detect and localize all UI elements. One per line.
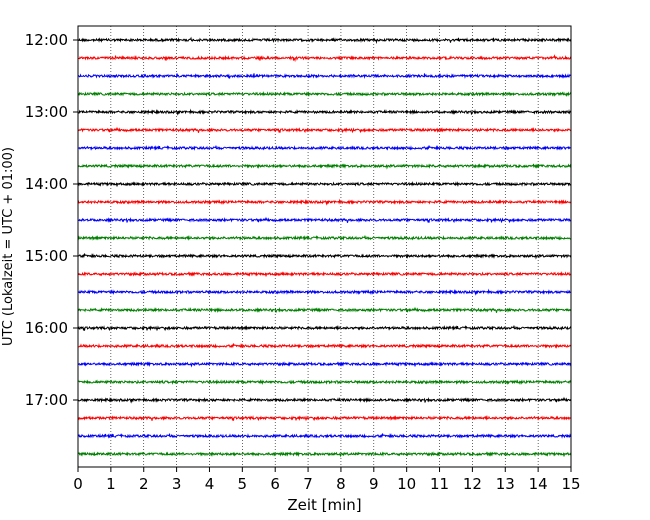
trace-layer [77, 36, 572, 458]
x-tick-label: 15 [561, 475, 580, 493]
y-tick-label: 17:00 [25, 391, 68, 409]
seismic-trace [77, 415, 572, 422]
y-tick-label: 13:00 [25, 103, 68, 121]
x-tick-label: 13 [496, 475, 515, 493]
x-tick-label: 1 [106, 475, 116, 493]
seismic-trace [77, 36, 572, 45]
y-axis-ticks: 12:00 13:00 14:00 15:00 16:00 17:00 [25, 31, 78, 409]
seismic-trace [77, 396, 572, 404]
seismic-trace [77, 73, 572, 79]
seismic-trace [77, 198, 572, 206]
x-tick-label: 3 [172, 475, 182, 493]
x-tick-label: 5 [238, 475, 248, 493]
seismic-trace [77, 288, 572, 296]
seismic-trace [77, 343, 572, 349]
seismic-trace [77, 126, 572, 134]
x-tick-label: 0 [73, 475, 83, 493]
seismic-trace [77, 432, 572, 439]
seismic-trace [77, 253, 572, 260]
x-tick-label: 9 [369, 475, 379, 493]
x-axis-label: Zeit [min] [287, 496, 361, 514]
seismic-trace [77, 163, 572, 170]
seismic-trace [77, 216, 572, 224]
x-tick-label: 14 [529, 475, 548, 493]
y-axis-label: UTC (Lokalzeit = UTC + 01:00) [1, 147, 16, 346]
seismic-trace [77, 361, 572, 368]
x-axis-ticks: 0 1 2 3 4 5 6 7 8 9 10 11 12 13 14 15 [73, 467, 581, 493]
y-tick-label: 15:00 [25, 247, 68, 265]
seismic-trace [77, 306, 572, 313]
x-tick-label: 10 [397, 475, 416, 493]
x-tick-label: 12 [463, 475, 482, 493]
seismic-trace [77, 144, 572, 151]
x-tick-label: 2 [139, 475, 149, 493]
x-tick-label: 11 [430, 475, 449, 493]
seismic-trace [77, 324, 572, 332]
y-tick-label: 16:00 [25, 319, 68, 337]
seismic-trace [77, 181, 572, 187]
plot-frame [77, 25, 572, 468]
seismic-trace [77, 54, 572, 63]
y-tick-label: 12:00 [25, 31, 68, 49]
x-tick-label: 4 [205, 475, 215, 493]
seismic-trace [77, 91, 572, 98]
y-tick-label: 14:00 [25, 175, 68, 193]
seismic-trace [77, 379, 572, 386]
seismic-trace [77, 451, 572, 458]
seismic-trace [77, 234, 572, 241]
x-tick-label: 7 [303, 475, 313, 493]
seismic-trace [77, 271, 572, 277]
x-tick-label: 6 [270, 475, 280, 493]
seismic-trace [77, 108, 572, 116]
x-tick-label: 8 [336, 475, 346, 493]
